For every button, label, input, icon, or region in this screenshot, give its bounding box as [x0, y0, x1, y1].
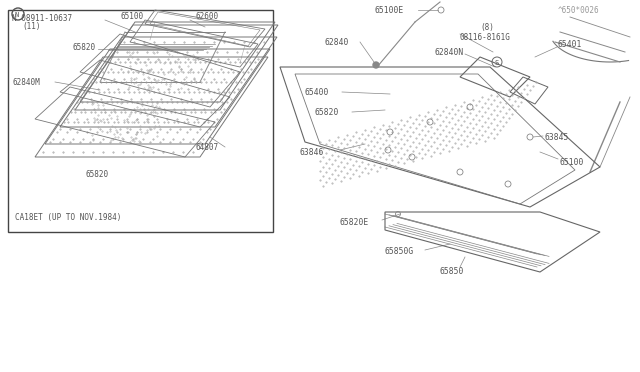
- Text: ^650*0026: ^650*0026: [558, 6, 600, 15]
- Text: (11): (11): [22, 22, 40, 31]
- Text: 65100E: 65100E: [375, 6, 404, 15]
- Circle shape: [373, 62, 379, 68]
- Text: 65820: 65820: [85, 170, 108, 179]
- Text: 63846: 63846: [300, 148, 324, 157]
- Text: S: S: [495, 60, 499, 66]
- Text: 65820: 65820: [72, 42, 95, 51]
- Text: 08116-8161G: 08116-8161G: [460, 32, 511, 42]
- Text: 65100: 65100: [560, 157, 584, 167]
- Text: 62840N: 62840N: [435, 48, 464, 57]
- Text: 65100: 65100: [120, 12, 143, 20]
- Bar: [8, 10, 273, 232]
- Text: 62840: 62840: [325, 38, 349, 46]
- Text: 65400: 65400: [305, 87, 330, 96]
- Text: 65850: 65850: [440, 267, 465, 276]
- Text: 63845: 63845: [545, 132, 570, 141]
- Text: 62600: 62600: [195, 12, 218, 20]
- Text: 65850G: 65850G: [385, 247, 414, 257]
- Text: 64807: 64807: [195, 142, 218, 151]
- Text: N 08911-10637: N 08911-10637: [12, 13, 72, 22]
- Text: CA18ET (UP TO NOV.1984): CA18ET (UP TO NOV.1984): [15, 212, 122, 221]
- Text: (8): (8): [480, 22, 494, 32]
- Text: N: N: [14, 12, 19, 17]
- Text: 65401: 65401: [558, 39, 582, 48]
- Text: 62840M: 62840M: [12, 77, 40, 87]
- Text: 65820: 65820: [315, 108, 339, 116]
- Text: 65820E: 65820E: [340, 218, 369, 227]
